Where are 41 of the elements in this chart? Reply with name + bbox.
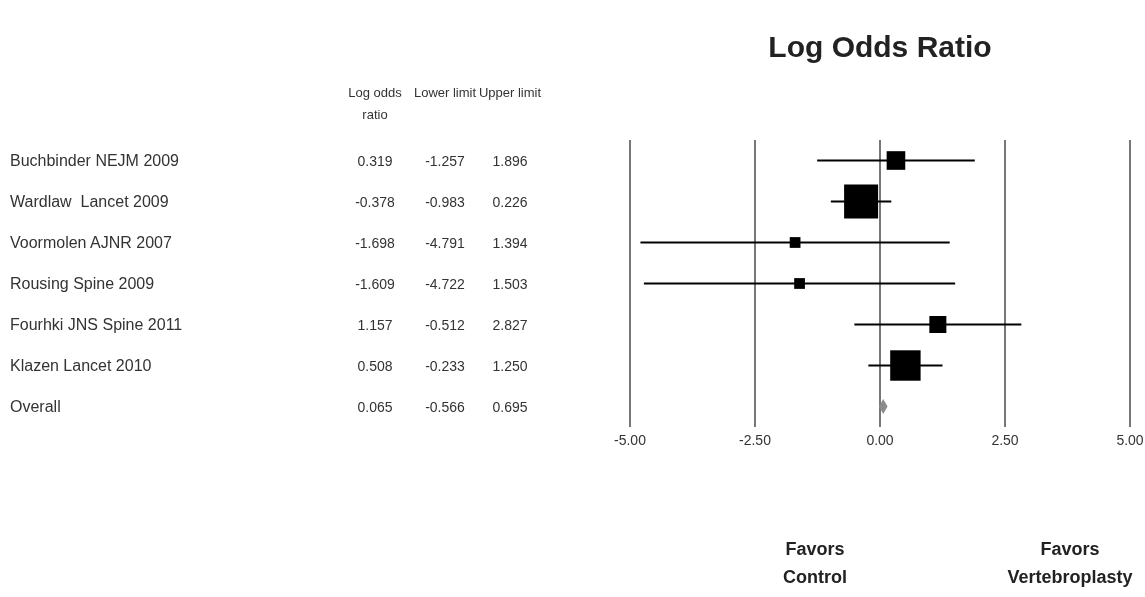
data-label: 1.250 — [491, 356, 529, 375]
category-label: Voormolen AJNR 2007 — [10, 232, 172, 253]
category-label: Fourhki JNS Spine 2011 — [10, 314, 183, 335]
category-label: Rousing Spine 2009 — [10, 273, 155, 294]
text: Favors Control — [782, 538, 848, 589]
category-label: Overall — [10, 396, 61, 417]
data-label: 0.319 — [356, 151, 394, 170]
point — [929, 316, 947, 333]
data-label: 1.157 — [356, 315, 394, 334]
text: Lower limit — [413, 84, 477, 102]
data-label: 1.394 — [491, 233, 529, 252]
data-label: 1.896 — [491, 151, 529, 170]
chart-title: Log Odds Ratio — [767, 30, 993, 64]
data-label: -0.983 — [424, 192, 466, 211]
x-tick-label: -5.00 — [614, 431, 647, 448]
category-label: Wardlaw Lancet 2009 — [10, 191, 169, 212]
data-label: -0.566 — [424, 397, 466, 416]
data-label: -1.257 — [424, 151, 466, 170]
data-label: 0.065 — [356, 397, 394, 416]
text: Upper limit — [478, 84, 542, 102]
x-tick-label: -2.50 — [739, 431, 772, 448]
data-label: 0.695 — [491, 397, 529, 416]
data-label: -0.378 — [354, 192, 396, 211]
text: Favors Vertebroplasty — [1006, 538, 1134, 589]
x-tick-label: 0.00 — [866, 431, 894, 448]
data-label: -0.512 — [424, 315, 466, 334]
data-label: 2.827 — [491, 315, 529, 334]
category-label: Buchbinder NEJM 2009 — [10, 150, 179, 171]
data-label: -0.233 — [424, 356, 466, 375]
data-label: -4.791 — [424, 233, 466, 252]
data-label: 1.503 — [491, 274, 529, 293]
category-label: Klazen Lancet 2010 — [10, 355, 152, 376]
text: Log odds ratio — [347, 84, 403, 124]
point — [886, 151, 906, 170]
data-label: -4.722 — [424, 274, 466, 293]
data-label: -1.609 — [354, 274, 396, 293]
data-label: 0.226 — [491, 192, 529, 211]
x-tick-label: 2.50 — [991, 431, 1019, 448]
data-label: 0.508 — [356, 356, 394, 375]
x-tick-label: 5.00 — [1116, 431, 1144, 448]
data-label: -1.698 — [354, 233, 396, 252]
